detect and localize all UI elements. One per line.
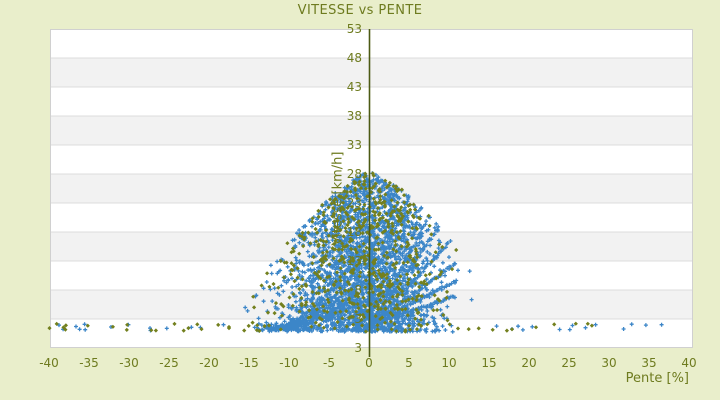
grid-band xyxy=(50,145,693,174)
x-axis-tick-label: 40 xyxy=(681,356,697,370)
grid-band xyxy=(50,116,693,145)
x-axis-tick-label: 5 xyxy=(405,356,413,370)
y-axis-tick-label: 23 xyxy=(346,196,362,210)
chart-title: VITESSE vs PENTE xyxy=(297,3,423,18)
x-axis-tick-label: 0 xyxy=(365,356,373,370)
x-axis-tick-label: -10 xyxy=(279,356,299,370)
grid-band xyxy=(50,58,693,87)
grid-band xyxy=(50,29,693,58)
x-axis-tick-label: -20 xyxy=(199,356,219,370)
x-axis-tick-label: 15 xyxy=(481,356,497,370)
x-axis-tick-label: -40 xyxy=(39,356,59,370)
plot-border xyxy=(50,29,693,348)
x-axis-tick-label: 35 xyxy=(641,356,657,370)
grid-band xyxy=(50,87,693,116)
x-axis-title: Pente [%] xyxy=(625,371,689,386)
x-axis-tick-label: -5 xyxy=(323,356,335,370)
y-axis-tick-label: 38 xyxy=(346,109,362,123)
y-axis-tick-label: 18 xyxy=(346,225,362,239)
y-axis-tick-label: 3 xyxy=(354,341,362,355)
y-axis-tick-label: 43 xyxy=(346,80,362,94)
x-axis-tick-label: 30 xyxy=(601,356,617,370)
y-axis-tick-label: 28 xyxy=(346,167,362,181)
x-axis-tick-label: 20 xyxy=(521,356,537,370)
y-axis-title: Vitesse [km/h] xyxy=(330,151,346,246)
y-axis-tick-label: 53 xyxy=(346,22,362,36)
y-axis-tick-label: 3 xyxy=(354,312,362,326)
x-axis-tick-label: -30 xyxy=(119,356,139,370)
x-axis-tick-label: 10 xyxy=(441,356,457,370)
y-axis-tick-label: 48 xyxy=(346,51,362,65)
y-axis-tick-label: 33 xyxy=(346,138,362,152)
x-axis-tick-label: -15 xyxy=(239,356,259,370)
y-axis-tick-label: 13 xyxy=(346,254,362,268)
x-axis-tick-label: -35 xyxy=(79,356,99,370)
x-axis-tick-label: -25 xyxy=(159,356,179,370)
x-axis-tick-label: 25 xyxy=(561,356,577,370)
y-axis-tick-label: 8 xyxy=(354,283,362,297)
